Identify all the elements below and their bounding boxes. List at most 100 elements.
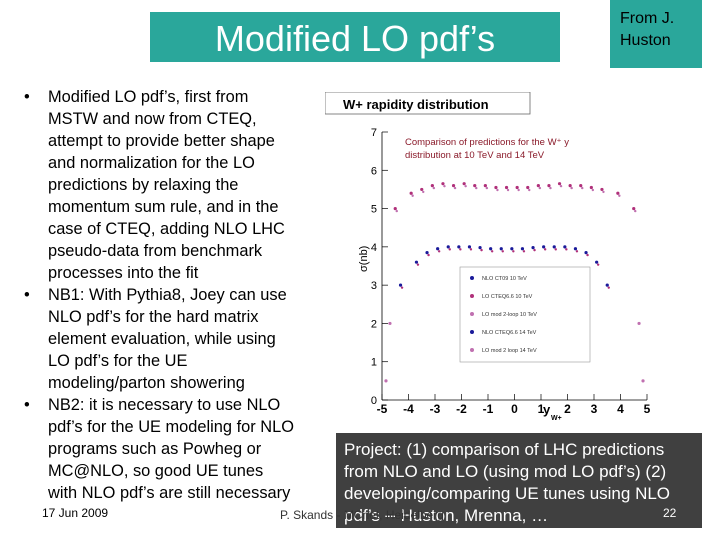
data-point — [395, 209, 398, 213]
data-point — [563, 245, 567, 249]
data-point — [437, 250, 441, 253]
data-point — [416, 263, 420, 266]
data-point — [473, 184, 477, 188]
bullet-line: processes into the fit — [48, 264, 199, 282]
data-point — [510, 247, 514, 251]
legend-label: NLO CTEQ6.6 14 TeV — [482, 330, 537, 336]
data-point — [436, 247, 440, 251]
data-point — [427, 253, 430, 257]
data-point — [422, 190, 425, 194]
data-point — [618, 194, 621, 197]
data-point — [581, 186, 584, 190]
data-point — [388, 321, 392, 326]
y-tick-label: 4 — [371, 242, 377, 254]
legend: NLO CT09 10 TeV LO CTEQ6.6 10 TeV LO mod 2… — [459, 266, 591, 363]
x-tick-label: 0 — [511, 402, 518, 416]
x-tick-label: 2 — [564, 402, 571, 416]
data-point — [457, 245, 461, 249]
data-point — [400, 286, 404, 289]
data-point — [522, 250, 526, 253]
data-point — [441, 182, 445, 186]
bullet-line: Modified LO pdf’s, first from — [48, 88, 249, 106]
bullet-line: NLO pdf’s for the hard matrix — [48, 308, 259, 326]
data-point — [596, 263, 600, 266]
bullet-item-2: • NB1: With Pythia8, Joey can use NLO pd… — [22, 284, 322, 394]
slide-title: Modified LO pdf’s — [150, 12, 560, 62]
bullet-line: predictions by relaxing the — [48, 176, 239, 194]
y-tick-label: 0 — [371, 395, 377, 407]
data-point — [517, 188, 520, 192]
legend-marker — [470, 330, 474, 334]
project-line: from NLO and LO (using mod LO pdf’s) (2) — [344, 462, 667, 481]
data-point — [570, 186, 573, 190]
data-point — [409, 191, 413, 195]
data-point — [480, 248, 483, 252]
data-point — [536, 184, 540, 188]
y-tick-label: 3 — [371, 280, 377, 292]
data-point — [469, 248, 473, 251]
data-point — [494, 185, 498, 190]
y-tick-label: 1 — [371, 357, 377, 369]
bullet-line: momentum sum rule, and in the — [48, 198, 279, 216]
legend-label: LO mod 2 loop 14 TeV — [482, 348, 537, 354]
data-point — [565, 248, 568, 251]
data-point — [506, 188, 510, 192]
data-point — [478, 246, 482, 250]
data-point — [496, 188, 499, 192]
data-point — [520, 247, 525, 251]
data-point — [637, 321, 641, 326]
bullet-marker: • — [24, 396, 30, 414]
bullet-line: and normalization for the LO — [48, 154, 255, 172]
data-point — [584, 251, 588, 255]
bullet-marker: • — [24, 286, 30, 304]
x-tick-label: -1 — [483, 402, 494, 416]
bullet-line: NB1: With Pythia8, Joey can use — [48, 286, 287, 304]
data-point — [459, 248, 462, 251]
bullet-line: with NLO pdf’s are still necessary — [48, 484, 291, 502]
data-point — [591, 188, 595, 192]
data-point — [411, 194, 414, 197]
data-point — [547, 184, 551, 188]
data-point — [538, 186, 542, 190]
bullet-line: MSTW and now from CTEQ, — [48, 110, 257, 128]
legend-marker — [470, 312, 474, 316]
x-tick-label: -2 — [456, 402, 467, 416]
data-point — [557, 182, 562, 186]
data-point — [542, 245, 546, 249]
bullet-line: LO pdf’s for the UE — [48, 352, 188, 370]
legend-marker — [470, 348, 474, 352]
legend-label: LO CTEQ6.6 10 TeV — [482, 294, 533, 300]
project-line: developing/comparing UE tunes using NLO — [344, 484, 671, 503]
bullet-line: attempt to provide better shape — [48, 132, 275, 150]
data-point — [549, 186, 552, 190]
bullet-line: modeling/parton showering — [48, 374, 245, 392]
x-tick-label: -3 — [430, 402, 441, 416]
data-point — [499, 247, 503, 251]
data-point — [616, 191, 620, 195]
attribution-line-1: From J. — [620, 10, 675, 27]
legend-box — [459, 266, 591, 363]
footer-author: P. Skands - MCnet, Heidelberg — [280, 508, 444, 522]
bullet-line: pseudo-data from benchmark — [48, 242, 263, 260]
x-tick-label: 5 — [644, 402, 651, 416]
page-number: 22 — [663, 506, 677, 520]
legend-label: LO mod 2-loop 10 TeV — [482, 312, 537, 318]
legend-label: NLO CT09 10 TeV — [482, 276, 527, 282]
project-line: pdf’s -- Huston, Mrenna, … — [344, 506, 549, 525]
data-point — [453, 186, 457, 190]
y-tick-label: 6 — [371, 165, 377, 177]
data-point — [528, 188, 531, 192]
data-point — [554, 248, 557, 251]
project-note: Project: (1) comparison of LHC predictio… — [336, 433, 702, 528]
data-point — [602, 190, 605, 194]
data-point — [526, 185, 530, 190]
data-point — [462, 182, 466, 186]
data-point — [464, 184, 467, 188]
data-point — [475, 186, 478, 190]
axes: -5 -4 -3 -2 -1 0 1 2 3 4 5 0 1 2 3 4 5 6 7 — [371, 127, 651, 416]
data-point — [533, 248, 536, 252]
bullet-list: • Modified LO pdf’s, first from MSTW and… — [22, 86, 322, 504]
data-point — [531, 246, 535, 250]
bullet-line: NB2: it is necessary to use NLO — [48, 396, 281, 414]
x-tick-label: -5 — [377, 402, 388, 416]
